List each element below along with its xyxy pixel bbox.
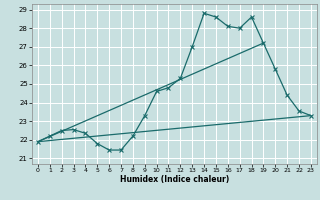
- X-axis label: Humidex (Indice chaleur): Humidex (Indice chaleur): [120, 175, 229, 184]
